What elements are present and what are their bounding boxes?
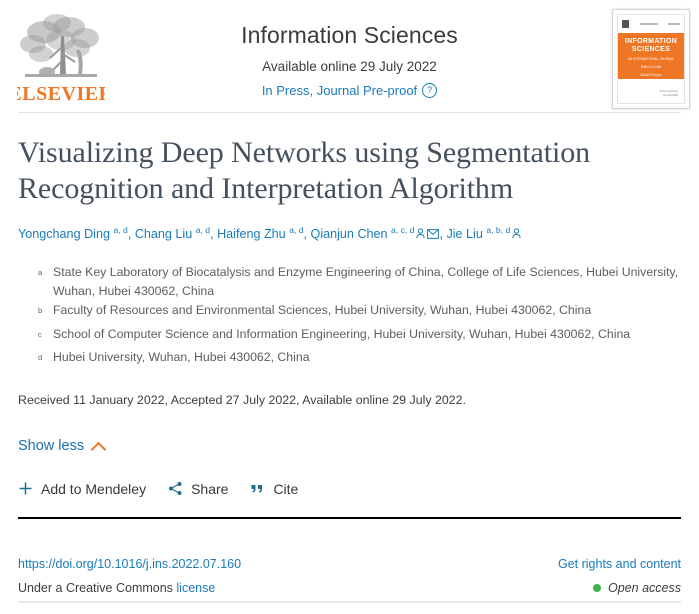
journal-info: Information Sciences Available online 29… <box>0 22 699 100</box>
author-affiliation-marks: a, d <box>113 224 128 235</box>
cover-band-rule <box>624 80 678 82</box>
author-affiliation-marks: a, b, d <box>486 224 511 235</box>
show-less-label: Show less <box>18 437 85 454</box>
affiliation-row: b Faculty of Resources and Environmental … <box>38 301 681 324</box>
article-footer: https://doi.org/10.1016/j.ins.2022.07.16… <box>0 539 699 600</box>
get-rights-and-content-link[interactable]: Get rights and content <box>558 556 681 571</box>
cover-top-rule-left <box>639 23 658 25</box>
author-affiliation-marks: a, d <box>195 224 211 235</box>
cover-inner-frame: INFORMATION SCIENCES AN INTERNATIONAL JO… <box>617 14 685 104</box>
author-name[interactable]: Qianjun Chen <box>310 227 388 241</box>
cover-top-rule-right <box>668 23 680 25</box>
cover-footer-sciencedirect: ScienceDirect <box>659 89 678 93</box>
cover-footer: ScienceDirect ELSEVIER <box>659 89 678 97</box>
cover-band-title: INFORMATION SCIENCES <box>624 38 678 53</box>
cite-button[interactable]: Cite <box>250 481 298 497</box>
author-name[interactable]: Haifeng Zhu <box>217 227 286 241</box>
quote-icon <box>250 481 265 496</box>
affiliation-text: Faculty of Resources and Environmental S… <box>53 303 592 317</box>
journal-cover-thumbnail[interactable]: INFORMATION SCIENCES AN INTERNATIONAL JO… <box>612 9 690 109</box>
footer-left: https://doi.org/10.1016/j.ins.2022.07.16… <box>18 552 241 600</box>
cover-band-sub3: Witold Pedrycz <box>640 73 662 78</box>
page-title: Visualizing Deep Networks using Segmenta… <box>18 136 591 205</box>
affiliation-text: State Key Laboratory of Biocatalysis and… <box>53 265 679 298</box>
affiliation-text: Hubei University, Wuhan, Hubei 430062, C… <box>53 350 310 364</box>
add-to-mendeley-button[interactable]: Add to Mendeley <box>18 481 146 497</box>
author-entry[interactable]: Haifeng Zhu a, d <box>217 224 304 241</box>
affiliation-marker: d <box>38 353 43 362</box>
available-online-date: Available online 29 July 2022 <box>262 58 437 74</box>
question-mark-circle-icon[interactable]: ? <box>422 82 438 98</box>
bottom-divider <box>18 601 681 603</box>
article-dates: Received 11 January 2022, Accepted 27 Ju… <box>18 392 466 407</box>
cover-band-sub: AN INTERNATIONAL JOURNAL <box>627 57 675 61</box>
journal-title: Information Sciences <box>241 22 458 48</box>
open-access-label: Open access <box>608 580 681 595</box>
author-profile-icon[interactable] <box>511 226 522 244</box>
cover-publisher-mark <box>622 20 629 28</box>
affiliation-marker: b <box>38 306 43 315</box>
affiliation-text: School of Computer Science and Informati… <box>53 326 631 341</box>
footer-divider <box>18 516 681 519</box>
press-status-link[interactable]: In Press, Journal Pre-proof ? <box>261 82 438 98</box>
author-separator: , <box>127 227 135 241</box>
license-line: Under a Creative Commons license <box>18 576 241 600</box>
author-entry[interactable]: Qianjun Chen a, c, d <box>310 224 440 244</box>
add-to-mendeley-label: Add to Mendeley <box>41 480 147 497</box>
cover-orange-band: INFORMATION SCIENCES AN INTERNATIONAL JO… <box>618 33 684 90</box>
article-actions: Add to Mendeley Share Cite <box>18 481 681 497</box>
plus-icon <box>18 481 33 496</box>
affiliation-marker: c <box>38 329 42 339</box>
doi-link[interactable]: https://doi.org/10.1016/j.ins.2022.07.16… <box>18 556 242 571</box>
license-link[interactable]: license <box>176 580 216 595</box>
elsevier-wordmark: ELSEVIER <box>17 83 105 105</box>
affiliation-row: c School of Computer Science and Informat… <box>38 325 681 348</box>
author-entry[interactable]: Chang Liu a, d <box>134 224 211 241</box>
cover-footer-elsevier: ELSEVIER <box>663 93 678 97</box>
share-label: Share <box>191 480 229 497</box>
author-list: Yongchang Ding a, d, Chang Liu a, d, Hai… <box>18 225 681 244</box>
affiliation-row: a State Key Laboratory of Biocatalysis an… <box>38 263 681 300</box>
cite-label: Cite <box>273 480 299 497</box>
author-profile-icon[interactable] <box>415 226 426 244</box>
cover-band-sub2: Editor-in-Chief <box>640 65 662 70</box>
footer-right: Get rights and content Open access <box>558 552 681 600</box>
share-button[interactable]: Share <box>168 481 228 497</box>
show-less-toggle[interactable]: Show less <box>18 438 104 454</box>
author-separator: , <box>303 227 311 241</box>
license-prefix: Under a Creative Commons <box>18 580 177 595</box>
cover-top-row <box>622 19 680 29</box>
author-separator: , <box>439 227 447 241</box>
journal-header: ELSEVIER Information Sciences Available … <box>0 0 699 112</box>
author-separator: , <box>210 227 218 241</box>
header-divider <box>18 112 681 113</box>
author-name[interactable]: Jie Liu <box>446 227 483 241</box>
author-name[interactable]: Yongchang Ding <box>18 227 110 241</box>
chevron-up-icon <box>93 440 104 451</box>
affiliation-row: d Hubei University, Wuhan, Hubei 430062, … <box>38 348 681 371</box>
author-name[interactable]: Chang Liu <box>134 227 193 241</box>
press-status-label: In Press, Journal Pre-proof <box>261 82 418 98</box>
author-email-icon[interactable] <box>427 226 440 244</box>
author-entry[interactable]: Jie Liu a, b, d <box>446 224 522 244</box>
open-access-dot-icon <box>593 583 602 592</box>
author-affiliation-marks: a, d <box>289 224 304 235</box>
article-block: Visualizing Deep Networks using Segmenta… <box>0 135 699 497</box>
affiliation-list: a State Key Laboratory of Biocatalysis an… <box>38 263 681 371</box>
open-access-badge: Open access <box>593 576 681 600</box>
author-affiliation-marks: a, c, d <box>391 224 415 235</box>
share-nodes-icon <box>168 481 183 496</box>
author-entry[interactable]: Yongchang Ding a, d <box>18 224 128 241</box>
cover-band-note: Available online at www.sciencedirect.co… <box>621 85 681 90</box>
elsevier-logo[interactable]: ELSEVIER <box>17 10 105 106</box>
affiliation-marker: a <box>38 268 43 277</box>
